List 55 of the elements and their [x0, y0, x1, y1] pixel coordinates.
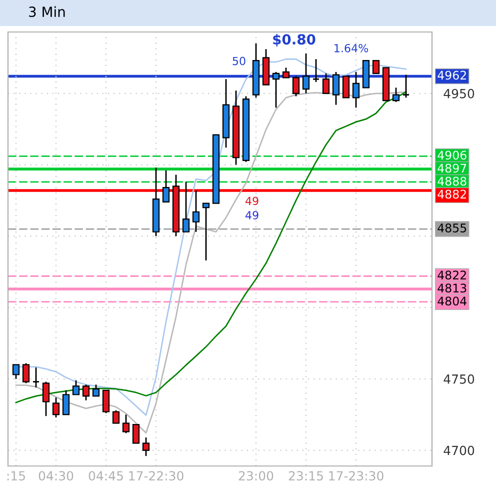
candlestick: [182, 181, 190, 233]
candlestick: [302, 52, 310, 94]
y-tick-label: 4750: [444, 374, 474, 384]
candlestick: [162, 170, 170, 203]
x-tick-label: 23:15: [288, 471, 323, 481]
candlestick: [402, 74, 410, 98]
candlestick: [42, 381, 50, 417]
ref-line-label: 4882: [438, 190, 466, 199]
ref-line-label: 4822: [438, 270, 466, 280]
candlestick: [22, 362, 30, 384]
candlestick: [322, 72, 330, 94]
ref-line-label: 4906: [438, 150, 466, 160]
candlestick: [392, 86, 400, 103]
annotation: 49: [245, 210, 258, 220]
candlestick: [112, 410, 120, 424]
ref-line-label: 4813: [438, 284, 466, 293]
candlestick: [282, 66, 290, 78]
candlestick: [102, 390, 110, 414]
candlestick: [372, 60, 380, 74]
annotation: 50: [232, 56, 246, 66]
candlestick: [92, 384, 100, 397]
candlestick: [202, 202, 210, 262]
candlestick: [12, 364, 20, 380]
x-tick-label: 17-22:30: [129, 471, 184, 481]
candlestick: [82, 384, 90, 402]
candlestick: [192, 190, 200, 233]
candlestick: [142, 436, 150, 457]
annotation: $0.80: [273, 34, 316, 46]
x-tick-label: 17-23:30: [329, 471, 384, 481]
y-tick-label: 4950: [444, 88, 474, 98]
candlestick: [52, 396, 60, 418]
candlestick: [312, 58, 320, 83]
candlestick: [62, 390, 70, 416]
candlestick: [32, 366, 40, 388]
annotation: 49: [245, 196, 258, 206]
chart-title: 3 Min: [29, 6, 65, 18]
candlestick: [122, 414, 130, 434]
candlestick: [292, 76, 300, 97]
ref-line-label: 4888: [438, 176, 466, 186]
candlestick: [132, 424, 140, 444]
x-tick-label: :15: [7, 471, 25, 481]
x-tick-label: 23:00: [238, 471, 274, 481]
x-tick-label: 04:30: [38, 471, 74, 481]
annotation: 1.64%: [334, 44, 368, 52]
ref-line-label: 4962: [438, 70, 466, 80]
ref-line-label: 4855: [438, 224, 466, 232]
candlestick: [332, 71, 340, 106]
ref-line-label: 4804: [438, 296, 466, 306]
candlestick: [342, 76, 350, 98]
candlestick: [72, 380, 80, 396]
ref-line-label: 4897: [438, 164, 466, 173]
x-tick-label: 04:45: [88, 471, 123, 481]
y-tick-label: 4700: [444, 446, 474, 456]
candlestick: [352, 71, 360, 108]
candlestick: [272, 71, 280, 108]
